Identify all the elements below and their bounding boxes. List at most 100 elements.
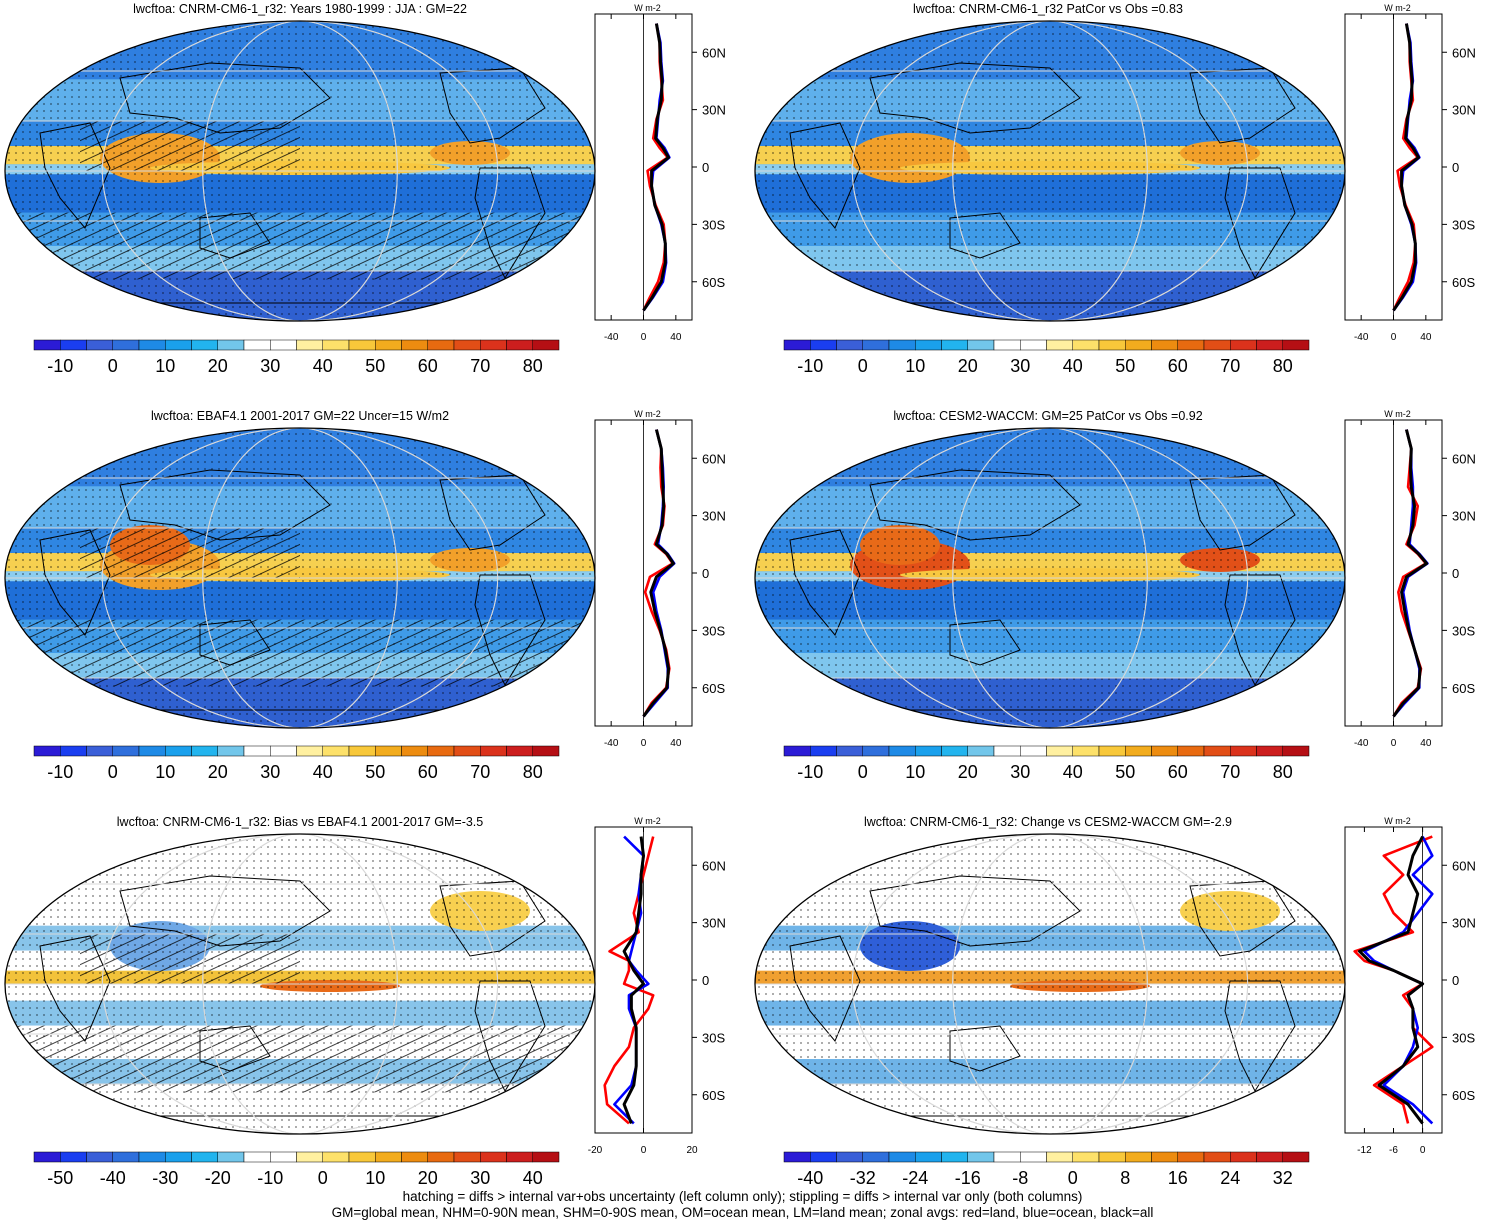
continent-outline-1 <box>789 122 861 229</box>
stippling <box>755 428 1345 728</box>
colorbar-swatch <box>862 1151 890 1163</box>
colorbar-swatch <box>1230 339 1257 351</box>
colorbar-tick-label: 10 <box>365 1168 385 1188</box>
colorbar-tick-label: 80 <box>523 356 543 376</box>
colorbar-swatch <box>165 339 192 351</box>
colorbar-tick-label: 10 <box>155 762 175 782</box>
profile-xtick-label: 0 <box>641 1145 647 1156</box>
colorbar-tick-label: 20 <box>418 1168 438 1188</box>
zonal-profile-2: W m-2 60N 30N 0 30S 60S -40 0 40 <box>1344 3 1476 343</box>
colorbar-swatch <box>1230 1151 1257 1163</box>
profile-ytick-label: 0 <box>702 566 709 581</box>
colorbar-swatch <box>532 339 560 351</box>
colorbar-swatch <box>348 745 376 757</box>
colorbar-4: -100102030405060708090 <box>783 745 1310 782</box>
colorbar-swatch <box>967 745 995 757</box>
colorbar-swatch <box>270 339 297 351</box>
stippling <box>5 834 595 1134</box>
continent-outline-1 <box>39 122 111 229</box>
colorbar-swatch <box>783 339 811 351</box>
colorbar-swatch <box>401 1151 428 1163</box>
colorbar-swatch <box>1046 339 1073 351</box>
profile-ytick-label: 0 <box>1452 973 1459 988</box>
profile-line-land <box>1353 835 1434 1124</box>
colorbar-swatch <box>1020 1151 1047 1163</box>
profile-ytick-label: 30N <box>1452 103 1476 118</box>
hatching-south <box>5 619 595 687</box>
profile-xtick-label: -12 <box>1357 1145 1372 1156</box>
profile-xtick-label: 0 <box>1391 332 1397 343</box>
colorbar-swatch <box>296 1151 323 1163</box>
colorbar-swatch <box>1256 745 1283 757</box>
colorbar-swatch <box>1151 339 1178 351</box>
continent-outline-4 <box>474 167 546 280</box>
colorbar-tick-label: -10 <box>47 762 73 782</box>
colorbar-swatch <box>836 745 863 757</box>
zonal-profile-4: W m-2 60N 30N 0 30S 60S -40 0 40 <box>1344 409 1476 749</box>
colorbar-swatch <box>1098 339 1126 351</box>
colorbar-swatch <box>862 745 890 757</box>
colorbar-tick-label: 0 <box>108 356 118 376</box>
colorbar-tick-label: 80 <box>523 762 543 782</box>
profile-ytick-label: 30S <box>1452 1030 1475 1045</box>
colorbar-swatch <box>888 1151 916 1163</box>
profile-ytick-label: 30N <box>1452 916 1476 931</box>
colorbar-swatch <box>1098 745 1126 757</box>
colorbar-tick-label: 32 <box>1273 1168 1293 1188</box>
panel-title-5: lwcftoa: CNRM-CM6-1_r32: Bias vs EBAF4.1… <box>116 815 484 829</box>
profile-ytick-label: 60N <box>1452 858 1476 873</box>
profile-xtick-label: -40 <box>604 332 619 343</box>
profile-line-all <box>1358 835 1425 1125</box>
colorbar-1: -100102030405060708090 <box>33 339 560 376</box>
colorbar-swatch <box>480 745 507 757</box>
colorbar-swatch <box>375 1151 402 1163</box>
colorbar-tick-label: -30 <box>152 1168 178 1188</box>
colorbar-tick-label: 60 <box>1168 762 1188 782</box>
profile-xtick-label: -6 <box>1389 1145 1398 1156</box>
continent-outline-4 <box>1224 167 1296 280</box>
profile-ytick-label: 60S <box>1452 275 1475 290</box>
profile-xtick-label: 0 <box>1420 1145 1426 1156</box>
colorbar-swatch <box>506 745 533 757</box>
continent-outline-0 <box>869 469 1081 541</box>
colorbar-tick-label: 40 <box>313 356 333 376</box>
footer-line-1: hatching = diffs > internal var+obs unce… <box>402 1189 1083 1204</box>
colorbar-tick-label: -10 <box>47 356 73 376</box>
colorbar-swatch <box>243 1151 271 1163</box>
continent-outline-0 <box>869 62 1081 134</box>
colorbar-swatch <box>941 339 968 351</box>
colorbar-swatch <box>810 339 837 351</box>
colorbar-tick-label: 80 <box>1273 762 1293 782</box>
continent-outline-0 <box>869 875 1081 947</box>
colorbar-swatch <box>217 339 245 351</box>
colorbar-swatch <box>401 745 428 757</box>
profile-ytick-label: 60S <box>702 1088 725 1103</box>
colorbar-swatch <box>243 339 271 351</box>
colorbar-swatch <box>1256 339 1283 351</box>
colorbar-tick-label: 50 <box>1115 356 1135 376</box>
stippling <box>755 834 1345 1134</box>
colorbar-tick-label: 30 <box>260 356 280 376</box>
continent-outline-2 <box>949 212 1021 259</box>
colorbar-swatch <box>480 1151 507 1163</box>
colorbar-tick-label: 24 <box>1220 1168 1240 1188</box>
zonal-profile-5: W m-2 60N 30N 0 30S 60S -20 0 20 <box>588 816 726 1156</box>
stippling <box>5 428 595 728</box>
profile-ytick-label: 30N <box>702 509 726 524</box>
colorbar-swatch <box>1203 1151 1231 1163</box>
colorbar-swatch <box>86 339 113 351</box>
colorbar-tick-label: 0 <box>1068 1168 1078 1188</box>
profile-line-all <box>1392 429 1429 718</box>
colorbar-swatch <box>86 745 113 757</box>
colorbar-swatch <box>33 1151 61 1163</box>
profile-line-all <box>642 23 671 312</box>
colorbar-swatch <box>348 1151 376 1163</box>
colorbar-swatch <box>165 1151 192 1163</box>
colorbar-swatch <box>296 339 323 351</box>
profile-ytick-label: 30S <box>702 623 725 638</box>
colorbar-swatch <box>191 1151 218 1163</box>
map-5 <box>4 833 596 1135</box>
colorbar-tick-label: 10 <box>905 762 925 782</box>
hatching-tropics <box>80 121 300 171</box>
colorbar-swatch <box>1282 1151 1310 1163</box>
